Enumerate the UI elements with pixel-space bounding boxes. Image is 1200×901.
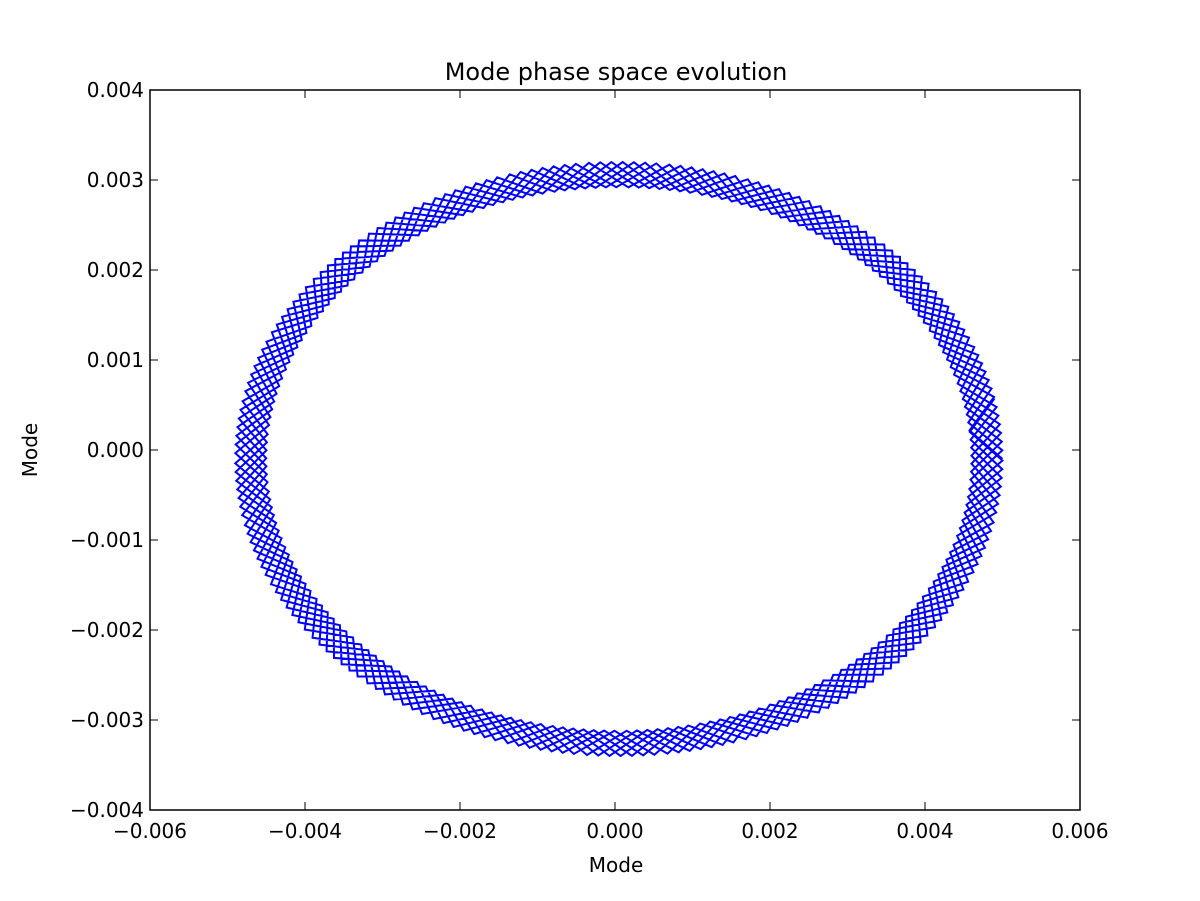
y-tick-label: −0.004 [70,798,144,822]
y-tick-label: 0.000 [87,438,144,462]
axis-ticks: −0.006 −0.004 −0.002 0.000 0.002 0.004 0.006−0… [70,78,1109,843]
x-tick-label: 0.004 [896,819,953,843]
x-tick-label: −0.002 [423,819,497,843]
x-tick-label: 0.006 [1051,819,1108,843]
x-tick-label: −0.004 [268,819,342,843]
y-tick-label: 0.002 [87,258,144,282]
x-tick-label: −0.006 [113,819,187,843]
x-tick-label: 0.000 [586,819,643,843]
plot-area [233,160,1005,758]
y-tick-label: 0.004 [87,78,144,102]
y-tick-label: −0.001 [70,528,144,552]
series-line [233,160,1005,758]
x-tick-label: 0.002 [741,819,798,843]
y-tick-label: −0.003 [70,708,144,732]
x-axis-label: Mode [589,853,644,877]
chart-title: Mode phase space evolution [445,58,788,86]
y-axis-label: Mode [18,423,42,478]
y-tick-label: 0.001 [87,348,144,372]
y-tick-label: −0.002 [70,618,144,642]
y-tick-label: 0.003 [87,168,144,192]
